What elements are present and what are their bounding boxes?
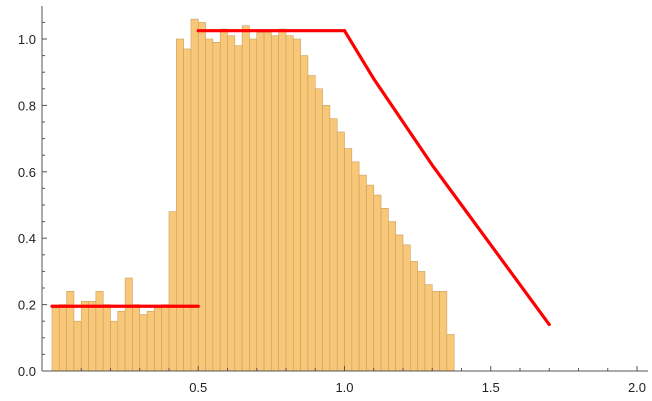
- histogram-bar: [80, 300, 89, 372]
- fit-lines-layer: [50, 29, 551, 327]
- histogram-bar: [271, 35, 279, 372]
- histogram-bar: [88, 300, 97, 372]
- histogram-bar: [59, 304, 67, 372]
- histogram-bar: [183, 48, 192, 372]
- y-tick-label: 0.8: [18, 98, 36, 113]
- y-tick-label: 0.0: [18, 364, 36, 379]
- x-tick-label: 0.5: [189, 380, 207, 395]
- histogram-bar: [51, 307, 60, 372]
- y-tick-label: 1.0: [18, 32, 36, 47]
- bars-layer: [51, 18, 455, 372]
- histogram-bar: [249, 38, 258, 372]
- histogram-bar: [197, 22, 206, 372]
- histogram-bar: [424, 284, 433, 372]
- histogram-bar: [168, 211, 177, 372]
- histogram-bar: [102, 304, 111, 372]
- histogram-bar: [241, 25, 250, 372]
- axes-layer: 0.0 0.2 0.4 0.6 0.8 1.0 0.5 1.0 1.5 2.0: [18, 21, 646, 395]
- histogram-bar: [117, 310, 126, 372]
- x-tick-label: 2.0: [628, 380, 646, 395]
- histogram-bar: [256, 32, 265, 372]
- histogram-bar: [410, 261, 418, 372]
- histogram-bar: [446, 334, 455, 372]
- histogram-bar: [307, 75, 316, 372]
- histogram-bar: [358, 174, 367, 372]
- histogram-bar: [139, 314, 148, 372]
- histogram-bar: [234, 45, 243, 372]
- histogram-bar: [366, 184, 375, 372]
- histogram-bar: [439, 291, 448, 372]
- histogram-bar: [190, 18, 199, 372]
- histogram-bar: [154, 307, 162, 372]
- histogram-bar: [402, 244, 411, 372]
- histogram-bar: [132, 304, 141, 372]
- histogram-bar: [329, 118, 338, 372]
- histogram-bar: [300, 55, 309, 372]
- histogram-bar: [278, 28, 287, 372]
- histogram-bar: [176, 38, 184, 372]
- histogram-bar: [314, 88, 323, 372]
- fit-line-3: [342, 29, 551, 327]
- histogram-bar: [431, 291, 440, 372]
- histogram-bar: [395, 234, 404, 372]
- histogram-bar: [73, 320, 82, 372]
- y-tick-label: 0.2: [18, 298, 36, 313]
- histogram-bar: [373, 194, 382, 372]
- x-tick-label: 1.5: [482, 380, 500, 395]
- histogram-bar: [322, 105, 331, 372]
- histogram-bar: [124, 277, 133, 372]
- histogram-bar: [285, 35, 294, 372]
- histogram-bar: [227, 35, 236, 372]
- histogram-bar: [219, 28, 228, 372]
- histogram-bar: [212, 42, 221, 372]
- histogram-bar: [293, 38, 301, 372]
- histogram-bar: [146, 310, 155, 372]
- histogram-bar: [161, 304, 170, 372]
- histogram-bar: [336, 131, 345, 372]
- histogram-bar: [351, 161, 360, 372]
- y-tick-label: 0.4: [18, 231, 36, 246]
- y-tick-label: 0.6: [18, 165, 36, 180]
- x-tick-label: 1.0: [335, 380, 353, 395]
- histogram-bar: [205, 38, 214, 372]
- histogram-bar: [66, 291, 75, 372]
- histogram-bar: [417, 271, 426, 372]
- histogram-bar: [95, 291, 104, 372]
- histogram-bar: [263, 32, 272, 372]
- histogram-bar: [344, 148, 353, 372]
- histogram-bar: [388, 221, 396, 372]
- histogram-bar: [110, 320, 119, 372]
- histogram-bar: [380, 208, 389, 372]
